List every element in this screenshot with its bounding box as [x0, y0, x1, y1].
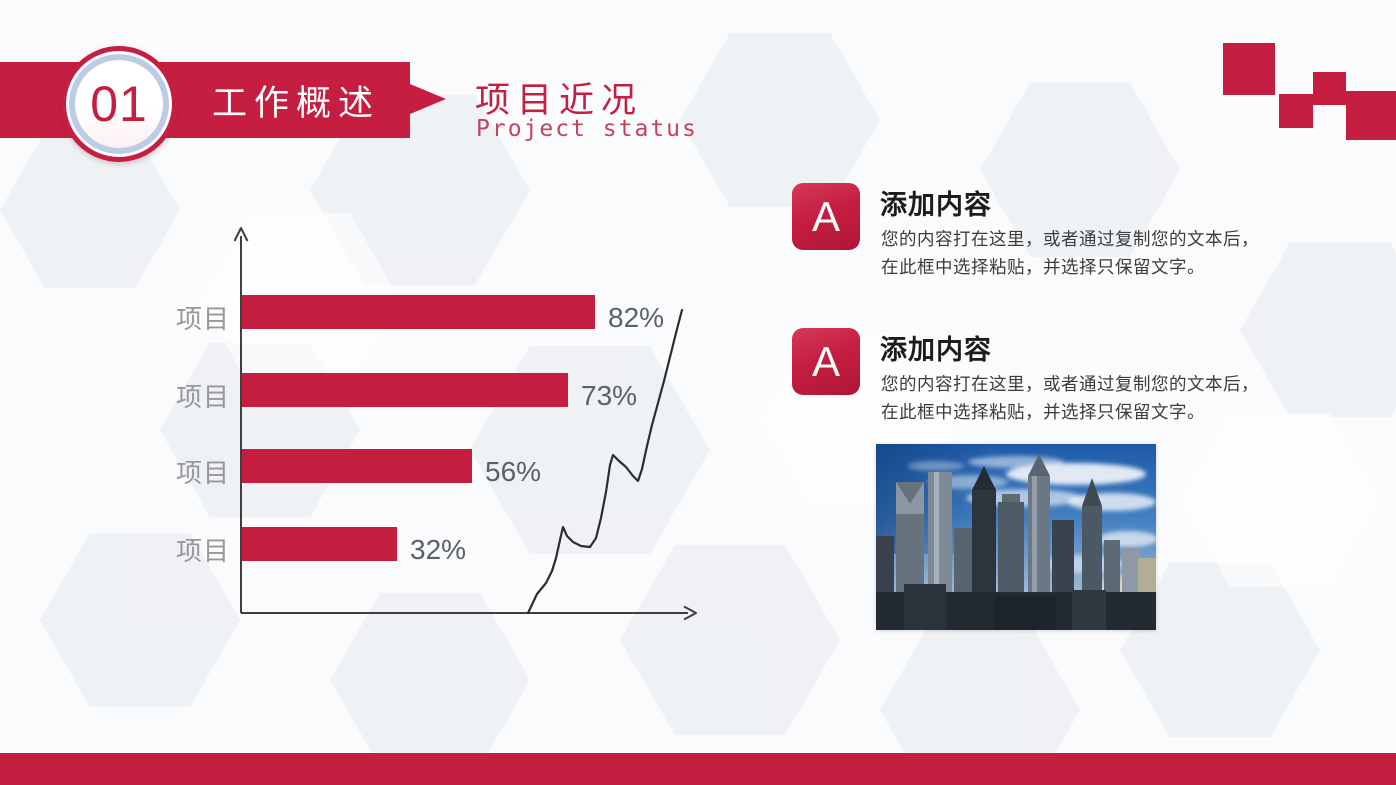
deco-square-right — [1346, 91, 1396, 140]
letter-a-icon: A — [792, 183, 860, 250]
value-label: 32% — [410, 534, 467, 565]
banner-arrow-tip — [410, 84, 446, 114]
block-body: 您的内容打在这里，或者通过复制您的文本后， 在此框中选择粘贴，并选择只保留文字。 — [881, 225, 1259, 281]
section-number: 01 — [90, 76, 148, 132]
value-label: 82% — [608, 302, 665, 333]
bar-82 — [242, 295, 595, 329]
page-subtitle: Project status — [476, 116, 698, 142]
deco-square-small — [1279, 94, 1313, 128]
bar-row: 项目 32% — [176, 527, 466, 566]
deco-square-large — [1223, 43, 1275, 95]
block-heading: 添加内容 — [880, 190, 992, 220]
trend-curve — [526, 308, 684, 615]
icon-letter: A — [811, 337, 840, 385]
bar-row: 项目 82% — [176, 295, 664, 334]
bar-row: 项目 73% — [176, 373, 637, 412]
block-heading: 添加内容 — [880, 335, 992, 365]
banner-title: 工作概述 — [211, 83, 380, 123]
block-body: 您的内容打在这里，或者通过复制您的文本后， 在此框中选择粘贴，并选择只保留文字。 — [881, 370, 1259, 426]
body-line: 您的内容打在这里，或者通过复制您的文本后， — [881, 229, 1259, 249]
footer-accent-bar — [0, 753, 1396, 785]
category-label: 项目 — [176, 304, 231, 334]
letter-a-icon: A — [792, 328, 860, 395]
body-line: 在此框中选择粘贴，并选择只保留文字。 — [881, 257, 1205, 277]
icon-letter: A — [811, 192, 840, 240]
category-label: 项目 — [176, 536, 231, 566]
section-number-badge: 01 — [61, 46, 177, 162]
value-label: 73% — [581, 380, 638, 411]
body-line: 您的内容打在这里，或者通过复制您的文本后， — [881, 374, 1259, 394]
bar-73 — [242, 373, 568, 407]
bar-row: 项目 56% — [176, 449, 541, 488]
body-line: 在此框中选择粘贴，并选择只保留文字。 — [881, 402, 1205, 422]
deco-square-medium — [1313, 72, 1346, 105]
bar-56 — [242, 449, 472, 483]
page-title: 项目近况 — [475, 81, 644, 120]
city-skyline-photo — [876, 444, 1156, 630]
category-label: 项目 — [176, 458, 231, 488]
bar-32 — [242, 527, 397, 561]
value-label: 56% — [485, 456, 542, 487]
category-label: 项目 — [176, 382, 231, 412]
